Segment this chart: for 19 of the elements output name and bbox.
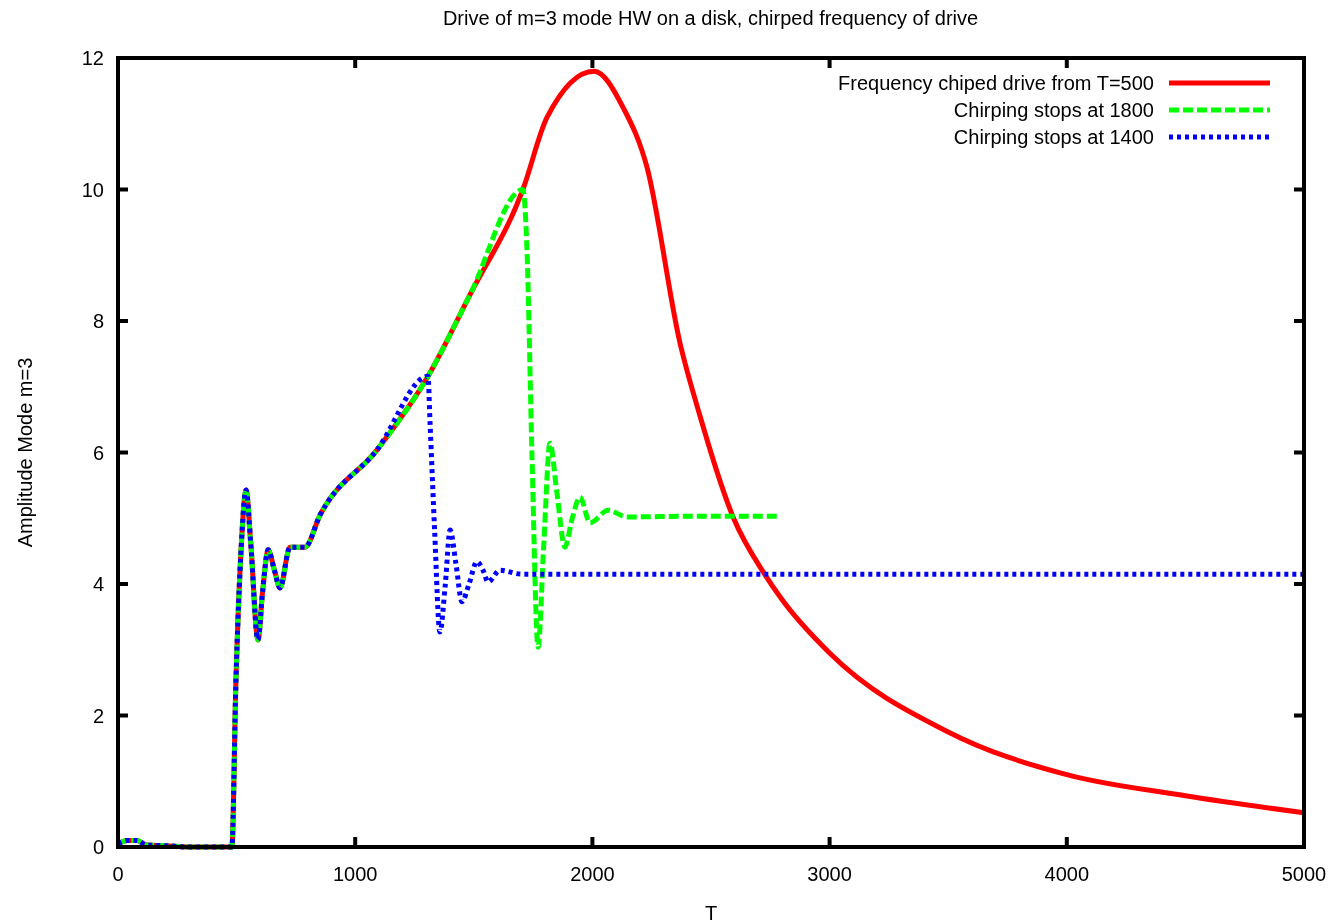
x-tick-label: 5000 [1281,863,1327,885]
x-axis-title: T [704,902,718,924]
x-tick-label: 3000 [807,863,852,885]
x-tick-label: 4000 [1044,863,1090,885]
y-tick-label: 2 [92,704,104,727]
x-tick-label: 0 [112,863,124,885]
legend-label: Chirping stops at 1800 [953,99,1154,121]
y-tick-label: 0 [92,836,104,858]
chart-title: Drive of m=3 mode HW on a disk, chirped frequency of drive [442,7,979,29]
text: Frequency chiped drive from T=500 [838,72,1154,94]
y-tick-label: 4 [92,573,104,595]
y-tick-label: 10 [81,178,104,201]
x-tick-label: 1000 [332,863,378,885]
y-tick-label: 8 [92,310,104,332]
legend-label: Chirping stops at 1400 [953,126,1154,148]
y-tick-label: 6 [92,441,104,464]
x-tick-label: 2000 [570,863,615,885]
y-axis-title: Amplitude Mode m=3 [14,357,36,548]
y-tick-label: 12 [81,47,104,69]
